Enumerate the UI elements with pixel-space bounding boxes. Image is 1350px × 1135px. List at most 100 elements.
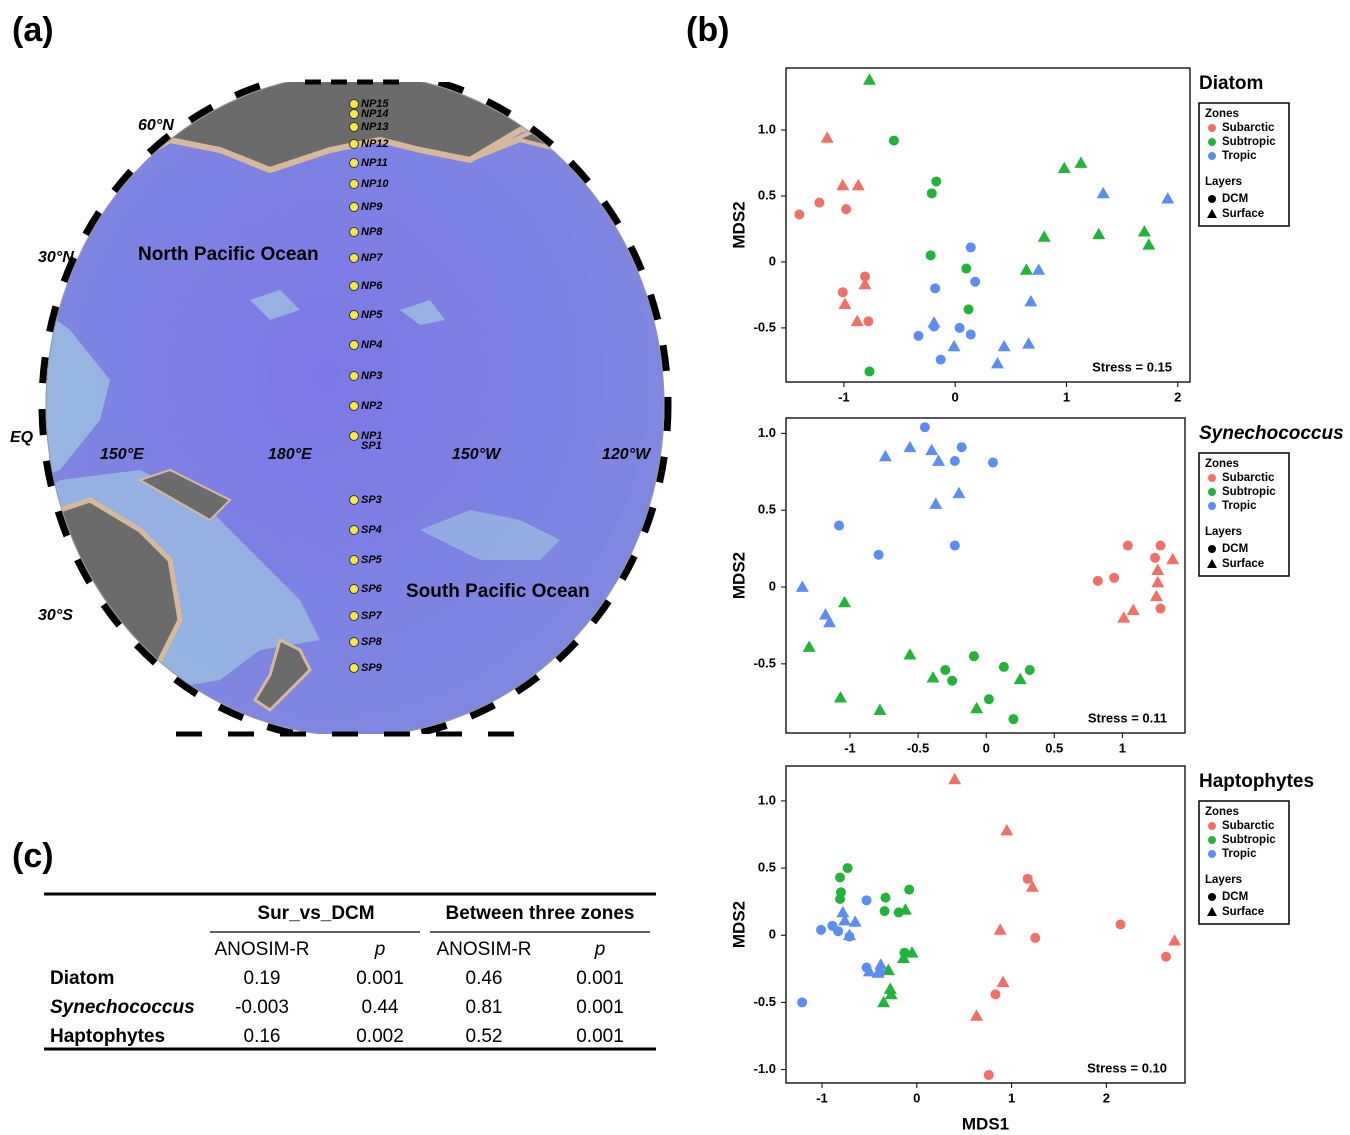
point bbox=[851, 315, 864, 326]
point bbox=[984, 694, 994, 704]
table-cell: 0.001 bbox=[356, 968, 404, 989]
point bbox=[961, 264, 971, 274]
table-cell: 0.19 bbox=[244, 968, 281, 989]
table-cell: 0.81 bbox=[466, 997, 503, 1018]
point bbox=[990, 989, 1000, 999]
legend-swatch bbox=[1208, 502, 1216, 510]
chart-title: Diatom bbox=[1199, 73, 1263, 94]
legend-label: Tropic bbox=[1222, 150, 1257, 162]
legend-label: Subarctic bbox=[1222, 122, 1275, 134]
y-axis-label: MDS2 bbox=[729, 201, 748, 248]
point bbox=[849, 915, 862, 926]
station-label: NP3 bbox=[361, 370, 382, 382]
station-label: NP13 bbox=[361, 121, 389, 133]
point bbox=[926, 250, 936, 260]
point bbox=[950, 541, 960, 551]
point bbox=[841, 204, 851, 214]
station bbox=[350, 638, 359, 647]
station-label: NP10 bbox=[361, 178, 389, 190]
point bbox=[852, 179, 865, 190]
legend-title: Zones bbox=[1205, 458, 1239, 470]
x-axis-label: MDS1 bbox=[962, 1114, 1009, 1133]
point bbox=[843, 929, 856, 940]
point bbox=[955, 323, 965, 333]
x-tick-label: 1 bbox=[1008, 1090, 1015, 1105]
legend-swatch bbox=[1208, 195, 1216, 203]
point bbox=[998, 340, 1011, 351]
point bbox=[797, 997, 807, 1007]
station bbox=[350, 556, 359, 565]
longitude-label: 150°W bbox=[452, 446, 502, 463]
latitude-label: 30°S bbox=[38, 607, 73, 624]
station-label: NP7 bbox=[361, 252, 383, 264]
point bbox=[873, 703, 886, 714]
station-label: SP8 bbox=[361, 636, 383, 648]
table-cell: 0.52 bbox=[466, 1026, 503, 1047]
y-tick-label: 0 bbox=[769, 927, 776, 942]
panel-label: (a) bbox=[12, 11, 54, 49]
station-label: SP6 bbox=[361, 583, 383, 595]
legend-title: Layers bbox=[1205, 526, 1242, 538]
point bbox=[970, 1009, 983, 1020]
legend-swatch bbox=[1208, 124, 1216, 132]
legend-label: DCM bbox=[1222, 891, 1248, 903]
station bbox=[350, 110, 359, 119]
point bbox=[863, 73, 876, 84]
column-header: ANOSIM-R bbox=[215, 939, 310, 960]
station-label: SP9 bbox=[361, 662, 383, 674]
point bbox=[904, 885, 914, 895]
point bbox=[936, 355, 946, 365]
point bbox=[859, 278, 872, 289]
x-tick-label: 0 bbox=[983, 740, 990, 755]
point bbox=[1138, 225, 1151, 236]
y-tick-label: 0 bbox=[769, 253, 776, 268]
table-cell: -0.003 bbox=[235, 997, 289, 1018]
x-tick-label: 1 bbox=[1119, 740, 1126, 755]
point bbox=[966, 242, 976, 252]
station-label: NP12 bbox=[361, 138, 389, 150]
point bbox=[1127, 604, 1140, 615]
chart-title: Haptophytes bbox=[1199, 771, 1314, 792]
station bbox=[350, 123, 359, 132]
ocean-label: North Pacific Ocean bbox=[138, 244, 319, 265]
point bbox=[1014, 673, 1027, 684]
y-tick-label: 1.0 bbox=[758, 121, 776, 136]
y-tick-label: 0 bbox=[769, 578, 776, 593]
figure: (a) (b) (c) NP15NP14NP13NP12NP11NP10NP9N… bbox=[0, 0, 1350, 1135]
point bbox=[1155, 541, 1165, 551]
point bbox=[881, 893, 891, 903]
x-tick-label: 2 bbox=[1174, 389, 1181, 404]
point bbox=[1022, 337, 1035, 348]
point bbox=[889, 136, 899, 146]
point bbox=[836, 179, 849, 190]
latitude-label: 30°N bbox=[38, 249, 74, 266]
legend-label: Surface bbox=[1222, 208, 1264, 220]
point bbox=[879, 450, 892, 461]
annotation: Stress = 0.11 bbox=[1088, 710, 1167, 725]
point bbox=[1030, 933, 1040, 943]
point bbox=[838, 287, 848, 297]
row-label: Diatom bbox=[50, 968, 114, 989]
point bbox=[862, 895, 872, 905]
point bbox=[947, 676, 957, 686]
point bbox=[874, 958, 887, 969]
point bbox=[838, 298, 851, 309]
legend-swatch bbox=[1208, 893, 1216, 901]
point bbox=[927, 188, 937, 198]
legend-label: Subtropic bbox=[1222, 834, 1276, 846]
station bbox=[350, 664, 359, 673]
legend-label: Subtropic bbox=[1222, 136, 1276, 148]
legend-swatch bbox=[1208, 488, 1216, 496]
point bbox=[997, 976, 1010, 987]
group-header: Sur_vs_DCM bbox=[257, 903, 374, 924]
point bbox=[1168, 934, 1181, 945]
station bbox=[350, 585, 359, 594]
panel-label: (b) bbox=[686, 11, 729, 49]
y-tick-label: -0.5 bbox=[754, 655, 776, 670]
group-header: Between three zones bbox=[446, 903, 635, 924]
station bbox=[350, 203, 359, 212]
point bbox=[903, 648, 916, 659]
station bbox=[350, 612, 359, 621]
point bbox=[864, 366, 874, 376]
point bbox=[1109, 573, 1119, 583]
